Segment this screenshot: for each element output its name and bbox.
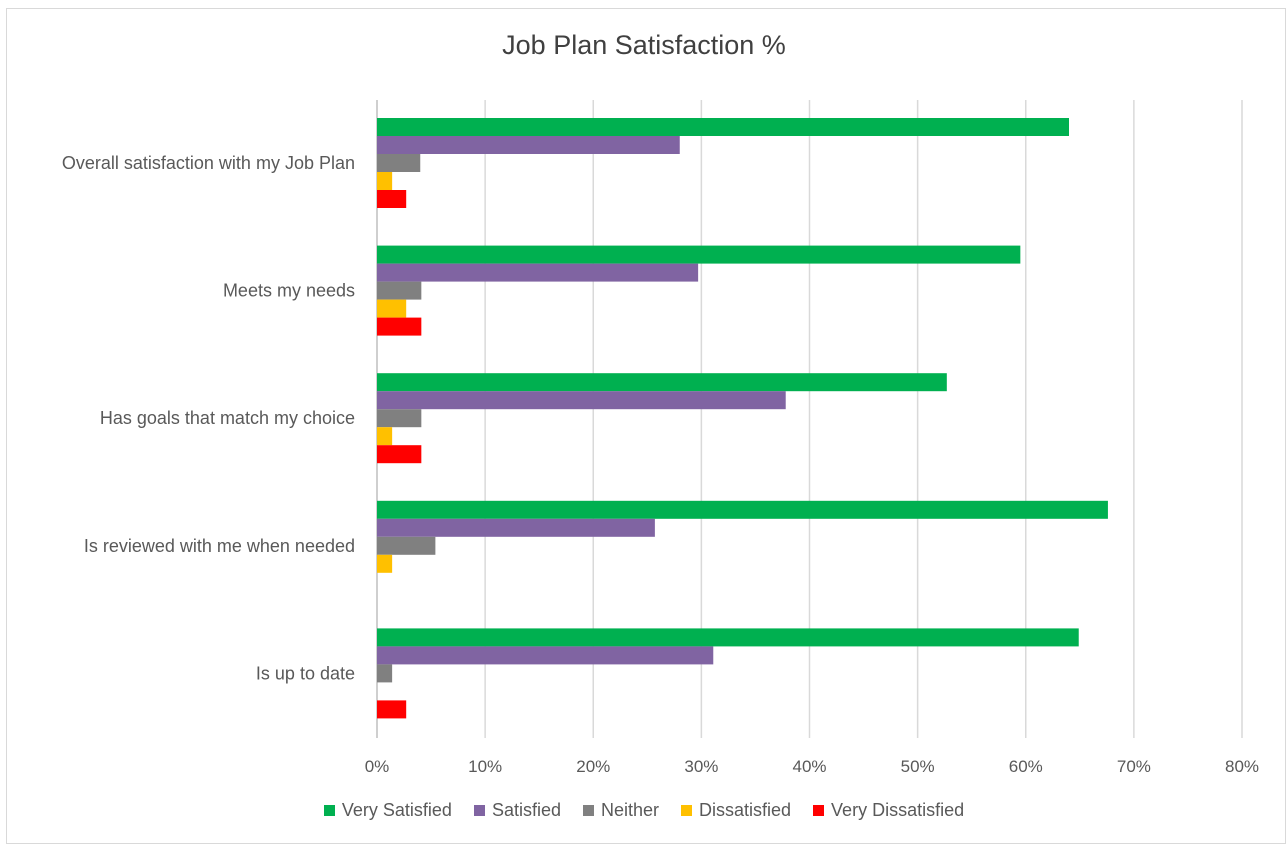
category-label: Is reviewed with me when needed xyxy=(84,536,355,556)
legend-label: Very Satisfied xyxy=(341,800,452,820)
legend-label: Neither xyxy=(600,800,660,820)
bar-dissatisfied xyxy=(377,427,393,446)
legend-label: Very Dissatisfied xyxy=(831,800,965,820)
x-tick-label: 0% xyxy=(365,757,390,776)
bar-very-dissatisfied xyxy=(377,445,422,464)
category-label: Has goals that match my choice xyxy=(100,408,355,428)
bar-dissatisfied xyxy=(377,554,393,573)
category-label: Meets my needs xyxy=(223,281,355,301)
bar-satisfied xyxy=(377,263,699,282)
legend-item: Satisfied xyxy=(473,800,561,821)
legend-item: Dissatisfied xyxy=(681,800,791,821)
bar-very-dissatisfied xyxy=(377,190,407,208)
bar-dissatisfied xyxy=(377,172,393,190)
bar-very-satisfied xyxy=(377,245,1021,264)
category-label: Overall satisfaction with my Job Plan xyxy=(62,153,355,173)
legend-item: Very Dissatisfied xyxy=(813,800,964,821)
x-tick-label: 80% xyxy=(1225,757,1259,776)
legend-swatch xyxy=(473,805,485,816)
bar-neither xyxy=(377,536,436,555)
bar-very-dissatisfied xyxy=(377,317,422,336)
bar-satisfied xyxy=(377,518,655,537)
bar-neither xyxy=(377,664,393,683)
legend-item: Very Satisfied xyxy=(323,800,452,821)
x-tick-label: 70% xyxy=(1117,757,1151,776)
bar-neither xyxy=(377,281,422,300)
bar-dissatisfied xyxy=(377,299,407,318)
category-label: Is up to date xyxy=(256,663,355,683)
bar-very-satisfied xyxy=(377,628,1079,647)
legend-item: Neither xyxy=(582,800,660,821)
legend-label: Dissatisfied xyxy=(699,800,792,820)
bar-neither xyxy=(377,154,421,172)
legend-swatch xyxy=(582,805,594,816)
bar-satisfied xyxy=(377,136,680,154)
legend-swatch xyxy=(323,805,335,816)
legend-swatch xyxy=(813,805,825,816)
x-tick-label: 50% xyxy=(901,757,935,776)
bar-neither xyxy=(377,409,422,428)
x-tick-label: 10% xyxy=(468,757,502,776)
bar-satisfied xyxy=(377,646,714,665)
bar-very-dissatisfied xyxy=(377,700,407,719)
x-tick-label: 30% xyxy=(684,757,718,776)
bar-very-satisfied xyxy=(377,373,947,392)
x-tick-label: 40% xyxy=(792,757,826,776)
bar-very-satisfied xyxy=(377,118,1069,136)
legend-swatch xyxy=(681,805,693,816)
chart-title: Job Plan Satisfaction % xyxy=(502,30,786,60)
legend-label: Satisfied xyxy=(491,800,561,820)
chart-legend: Very Satisfied Satisfied Neither Dissatisfi… xyxy=(0,800,1288,821)
x-tick-label: 60% xyxy=(1009,757,1043,776)
bar-very-satisfied xyxy=(377,500,1108,519)
x-tick-label: 20% xyxy=(576,757,610,776)
bar-satisfied xyxy=(377,391,786,410)
